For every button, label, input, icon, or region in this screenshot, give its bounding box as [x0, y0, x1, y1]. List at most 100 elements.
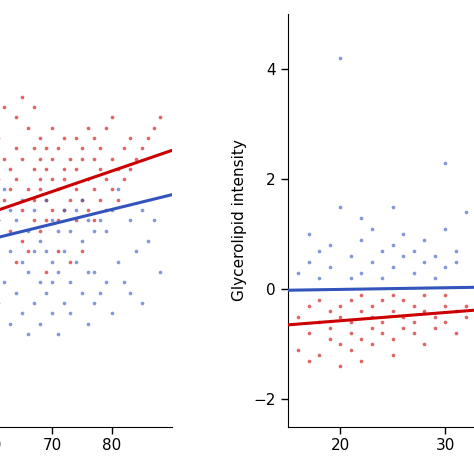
Point [150, 217, 158, 224]
Point [42, 268, 50, 276]
Point [473, 269, 474, 276]
Point [78, 289, 86, 296]
Point [84, 319, 92, 327]
Point [127, 217, 134, 224]
Point [73, 186, 80, 193]
Point [91, 268, 98, 276]
Point [18, 258, 26, 265]
Point [368, 324, 375, 331]
Point [48, 258, 56, 265]
Point [127, 134, 134, 142]
Point [60, 206, 68, 214]
Point [30, 206, 38, 214]
Point [12, 114, 20, 121]
Point [132, 247, 140, 255]
Point [48, 155, 56, 162]
Point [109, 186, 116, 193]
Point [0, 155, 8, 162]
Point [347, 252, 355, 260]
Point [305, 329, 312, 337]
Point [73, 206, 80, 214]
Point [132, 155, 140, 162]
Point [55, 268, 62, 276]
Point [337, 362, 344, 370]
Point [368, 225, 375, 232]
Point [36, 227, 44, 235]
Point [138, 299, 146, 307]
Point [30, 145, 38, 152]
Point [0, 186, 8, 193]
Point [73, 165, 80, 173]
Point [368, 313, 375, 320]
Point [91, 227, 98, 235]
Point [55, 145, 62, 152]
Point [305, 230, 312, 238]
Point [12, 289, 20, 296]
Point [30, 247, 38, 255]
Point [36, 279, 44, 286]
Point [452, 247, 459, 255]
Point [66, 155, 74, 162]
Point [431, 313, 438, 320]
Point [18, 93, 26, 100]
Point [12, 175, 20, 183]
Point [410, 269, 418, 276]
Point [55, 227, 62, 235]
Point [36, 155, 44, 162]
Point [441, 225, 449, 232]
Point [42, 247, 50, 255]
Point [347, 319, 355, 326]
Point [60, 299, 68, 307]
Point [0, 175, 2, 183]
Point [42, 145, 50, 152]
Point [66, 196, 74, 204]
Point [84, 124, 92, 131]
Y-axis label: Glycerolipid intensity: Glycerolipid intensity [231, 139, 246, 301]
Point [420, 258, 428, 265]
Point [389, 335, 396, 342]
Point [96, 145, 104, 152]
Point [84, 268, 92, 276]
Point [96, 165, 104, 173]
Point [337, 313, 344, 320]
Point [96, 196, 104, 204]
Point [6, 319, 14, 327]
Point [0, 196, 8, 204]
Point [18, 155, 26, 162]
Point [138, 145, 146, 152]
Point [420, 291, 428, 299]
Point [150, 124, 158, 131]
Point [347, 274, 355, 282]
Point [347, 296, 355, 304]
Point [452, 258, 459, 265]
Point [109, 114, 116, 121]
Point [42, 289, 50, 296]
Point [55, 247, 62, 255]
Point [378, 329, 386, 337]
Point [144, 134, 152, 142]
Point [0, 103, 8, 111]
Point [66, 227, 74, 235]
Point [463, 209, 470, 216]
Point [91, 217, 98, 224]
Point [378, 296, 386, 304]
Point [315, 319, 323, 326]
Point [0, 279, 8, 286]
Point [305, 357, 312, 365]
Point [357, 357, 365, 365]
Point [389, 291, 396, 299]
Point [24, 124, 32, 131]
Point [441, 319, 449, 326]
Point [473, 296, 474, 304]
Point [0, 134, 2, 142]
Point [18, 196, 26, 204]
Point [91, 299, 98, 307]
Point [36, 134, 44, 142]
Point [294, 269, 302, 276]
Point [463, 302, 470, 310]
Point [357, 307, 365, 315]
Point [357, 291, 365, 299]
Point [463, 313, 470, 320]
Point [452, 329, 459, 337]
Point [120, 175, 128, 183]
